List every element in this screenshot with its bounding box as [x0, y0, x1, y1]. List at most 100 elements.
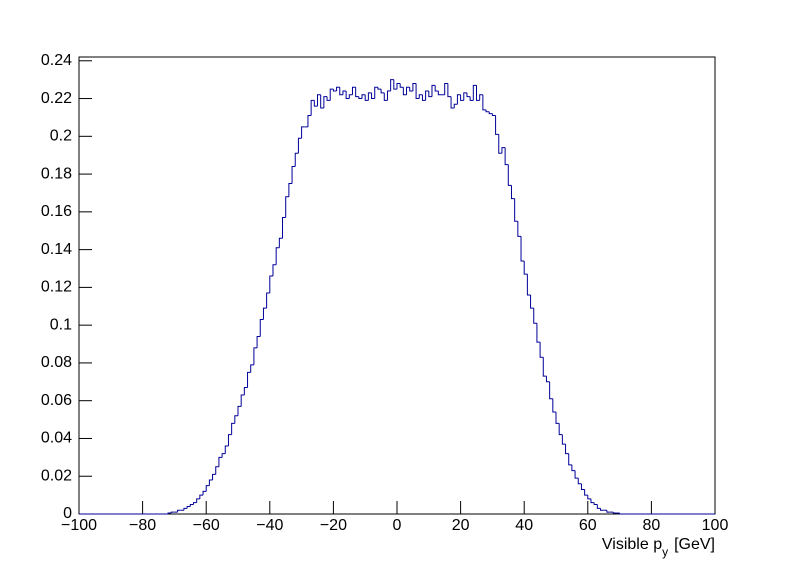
histogram-bin	[514, 198, 518, 222]
histogram-bin	[568, 453, 572, 466]
plot-frame	[78, 56, 716, 515]
y-tick-label: 0	[63, 505, 72, 522]
x-tick-label: −100	[61, 517, 97, 534]
histogram-bin	[361, 94, 366, 99]
histogram-bin	[269, 275, 273, 294]
histogram-bin	[526, 274, 531, 296]
histogram-bin	[501, 147, 506, 154]
histogram-bin	[434, 85, 439, 92]
histogram-bin	[444, 82, 448, 95]
histogram-bin	[364, 94, 369, 101]
histogram-bin	[580, 483, 585, 490]
histogram-bin	[288, 183, 293, 197]
histogram-bin	[495, 115, 499, 135]
histogram-bin	[596, 504, 601, 509]
histogram-bin	[196, 498, 200, 503]
histogram-bin	[466, 92, 471, 98]
histogram-bin	[259, 318, 264, 337]
histogram-bin	[561, 434, 566, 445]
histogram-bin	[215, 466, 219, 475]
histogram-bin	[313, 100, 318, 107]
histogram-bin	[472, 84, 477, 101]
histogram-bin	[256, 335, 261, 348]
y-tick-label: 0.14	[41, 241, 72, 258]
histogram-bin	[275, 247, 280, 265]
histogram-bin	[460, 94, 464, 101]
histogram-bin	[536, 323, 541, 343]
histogram-bin	[491, 113, 496, 117]
x-tick-label: 20	[452, 517, 470, 534]
histogram-bin	[530, 294, 534, 309]
histogram-bin	[199, 494, 204, 499]
histogram-bin	[221, 453, 226, 458]
histogram-bin	[549, 381, 553, 400]
y-tick-label: 0.06	[41, 392, 72, 409]
histogram-bin	[479, 94, 483, 101]
histogram-bin	[253, 347, 258, 365]
histogram-bin	[237, 405, 242, 416]
x-tick-label: −80	[129, 517, 156, 534]
histogram-bin	[329, 88, 334, 101]
histogram-bin	[186, 505, 191, 509]
histogram-bin	[539, 342, 544, 358]
histogram-bin	[612, 512, 617, 514]
x-axis-label: Visible py [GeV]	[602, 536, 715, 559]
histogram-bin	[202, 490, 207, 496]
histogram-bin	[558, 423, 563, 436]
histogram-bin	[348, 94, 353, 99]
y-tick-label: 0.08	[41, 354, 72, 371]
histogram-bin	[250, 364, 254, 373]
histogram-bin	[453, 103, 458, 108]
histogram-bin	[415, 83, 420, 100]
histogram-bin	[456, 94, 461, 105]
histogram-bin	[272, 264, 277, 277]
histogram-bin	[565, 444, 569, 455]
histogram-bin	[577, 478, 582, 485]
histogram-bin	[447, 83, 452, 98]
x-tick-label: −20	[320, 517, 347, 534]
histogram-bin	[262, 307, 267, 320]
histogram-bin	[377, 87, 382, 90]
histogram-bin	[425, 90, 429, 101]
histogram-bin	[476, 85, 480, 101]
histogram-bin	[402, 87, 407, 96]
histogram-bin	[208, 479, 213, 486]
histogram-bin	[482, 94, 487, 111]
x-tick-label: −60	[193, 517, 220, 534]
histogram-bin	[584, 489, 588, 496]
histogram-bin	[437, 90, 442, 96]
histogram-bin	[406, 86, 410, 95]
histogram-bin	[552, 398, 556, 413]
histogram-bin	[218, 456, 223, 467]
y-tick-label: 0.2	[50, 128, 72, 145]
histogram-bin	[371, 92, 375, 100]
histogram-bin	[317, 94, 321, 107]
histogram-bin	[351, 86, 356, 95]
x-tick-label: 80	[643, 517, 661, 534]
histogram-bin	[555, 412, 560, 424]
histogram-bin	[533, 308, 537, 324]
histogram-bin	[498, 134, 502, 154]
y-tick-label: 0.22	[41, 90, 72, 107]
x-tick-label: 60	[579, 517, 597, 534]
histogram-bin	[205, 485, 210, 492]
histogram-bin	[431, 84, 436, 97]
histogram-bin	[399, 83, 404, 88]
y-tick-label: 0.04	[41, 430, 72, 447]
histogram-bin	[345, 90, 350, 100]
y-tick-label: 0.12	[41, 279, 72, 296]
histogram-bin	[520, 236, 525, 262]
histogram-bin	[326, 96, 331, 101]
histogram-bin	[380, 89, 385, 94]
histogram-bin	[278, 237, 283, 248]
y-tick-label: 0.16	[41, 203, 72, 220]
histogram-bin	[421, 94, 426, 101]
histogram-bin	[307, 115, 312, 127]
histogram-bin	[231, 422, 235, 435]
histogram-bin	[358, 96, 363, 100]
histogram-bin	[320, 94, 324, 109]
histogram-bin	[510, 185, 515, 200]
histogram-bin	[606, 510, 611, 513]
x-label-subscript: y	[662, 545, 668, 559]
